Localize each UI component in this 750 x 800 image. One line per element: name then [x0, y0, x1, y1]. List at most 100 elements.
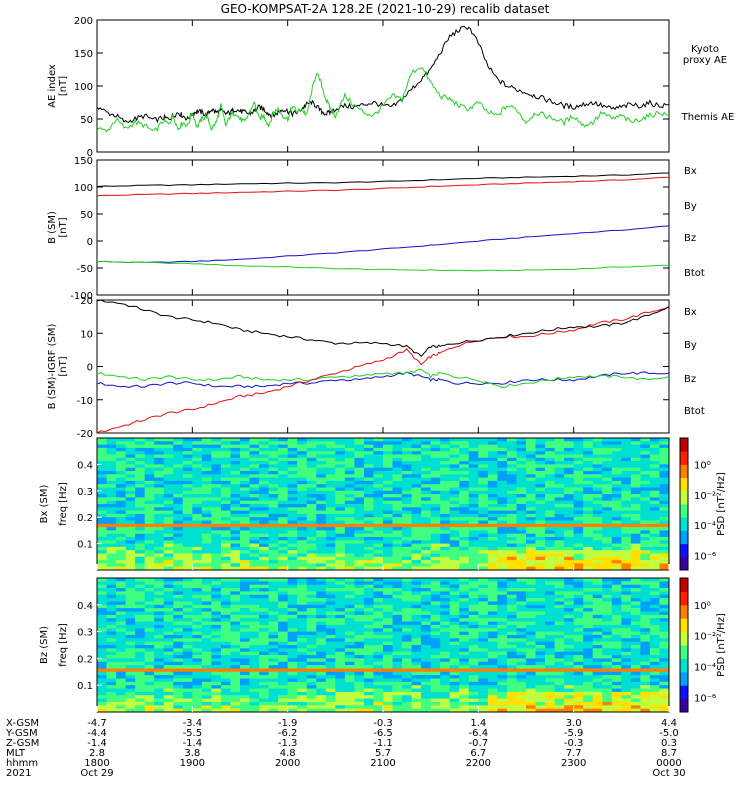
- spectrogram-cell: [363, 705, 374, 710]
- spectrogram-cell: [602, 651, 613, 656]
- spectrogram-cell: [611, 540, 622, 544]
- spectrogram-cell: [230, 438, 241, 442]
- spectrogram-cell: [430, 665, 441, 669]
- spectrogram-cell: [316, 648, 327, 653]
- spectrogram-cell: [506, 618, 517, 622]
- spectrogram-cell: [592, 474, 603, 478]
- spectrogram-cell: [306, 691, 317, 696]
- spectrogram-cell: [163, 441, 174, 445]
- spectrogram-cell: [106, 685, 117, 689]
- spectrogram-cell: [478, 500, 489, 505]
- spectrogram-cell: [182, 457, 193, 462]
- spectrogram-cell: [325, 527, 336, 531]
- spectrogram-cell: [611, 546, 622, 551]
- spectrogram-cell: [306, 517, 317, 521]
- spectrogram-cell: [440, 658, 451, 663]
- spectrogram-cell: [297, 628, 308, 632]
- spectrogram-cell: [363, 533, 374, 538]
- spectrogram-cell: [163, 665, 174, 669]
- spectrogram-cell: [535, 645, 546, 649]
- spectrogram-cell: [602, 671, 613, 676]
- spectrogram-cell: [97, 698, 107, 703]
- spectrogram-cell: [592, 553, 603, 558]
- spectrogram-cell: [402, 614, 412, 619]
- spectrogram-cell: [383, 513, 393, 518]
- spectrogram-cell: [564, 497, 575, 502]
- spectrogram-cell: [316, 598, 327, 602]
- spectrogram-cell: [182, 655, 193, 659]
- spectrogram-cell: [297, 510, 308, 515]
- spectrogram-cell: [354, 624, 365, 629]
- spectrogram-cell: [545, 708, 555, 713]
- spectrogram-cell: [325, 675, 336, 679]
- spectrogram-cell: [535, 507, 546, 511]
- spectrogram-cell: [487, 658, 498, 663]
- spectrogram-cell: [220, 494, 231, 498]
- spectrogram-cell: [373, 648, 384, 653]
- spectrogram-cell: [240, 438, 250, 442]
- spectrogram-cell: [592, 533, 603, 538]
- spectrogram-cell: [201, 621, 212, 626]
- spectrogram-cell: [526, 598, 536, 602]
- spectrogram-cell: [106, 438, 117, 442]
- spectrogram-cell: [201, 457, 212, 462]
- spectrogram-cell: [526, 661, 536, 666]
- spectrogram-cell: [640, 688, 651, 693]
- legend-bz: Bz: [684, 374, 696, 385]
- spectrogram-cell: [602, 594, 613, 599]
- spectrogram-cell: [573, 487, 584, 492]
- spectrogram-cell: [649, 457, 660, 462]
- spectrogram-cell: [487, 705, 498, 710]
- spectrogram-cell: [421, 655, 432, 659]
- spectrogram-cell: [125, 484, 136, 488]
- spectrogram-cell: [497, 490, 508, 495]
- spectrogram-cell: [259, 681, 269, 686]
- spectrogram-cell: [201, 624, 212, 629]
- spectrogram-cell: [659, 708, 670, 713]
- spectrogram-cell: [459, 480, 470, 485]
- y-tick-label: 20: [80, 296, 93, 307]
- spectrogram-cell: [268, 611, 279, 616]
- spectrogram-cell: [163, 648, 174, 653]
- spectrogram-cell: [402, 655, 412, 659]
- spectrogram-cell: [554, 480, 565, 485]
- spectrogram-cell: [268, 638, 279, 643]
- spectrogram-cell: [192, 668, 203, 673]
- spectrogram-cell: [440, 477, 451, 482]
- spectrogram-cell: [630, 454, 641, 459]
- spectrogram-cell: [487, 628, 498, 632]
- spectrogram-cell: [230, 533, 241, 538]
- spectrogram-cell: [459, 698, 470, 703]
- spectrogram-cell: [363, 471, 374, 475]
- spectrogram-cell: [449, 523, 460, 528]
- spectrogram-cell: [182, 546, 193, 551]
- spectrogram-cell: [449, 490, 460, 495]
- spectrogram-cell: [97, 624, 107, 629]
- spectrogram-cell: [497, 494, 508, 498]
- spectrogram-cell: [306, 523, 317, 528]
- spectrogram-cell: [116, 533, 126, 538]
- spectrogram-cell: [487, 591, 498, 596]
- spectrogram-cell: [287, 467, 298, 472]
- spectrogram-cell: [97, 484, 107, 488]
- spectrogram-cell: [97, 621, 107, 626]
- spectrogram-cell: [592, 645, 603, 649]
- spectrogram-cell: [554, 688, 565, 693]
- spectrogram-cell: [449, 584, 460, 589]
- spectrogram-cell: [268, 471, 279, 475]
- spectrogram-cell: [373, 675, 384, 679]
- spectrogram-cell: [526, 631, 536, 636]
- spectrogram-cell: [363, 641, 374, 646]
- spectrogram-cell: [220, 695, 231, 699]
- spectrogram-cell: [583, 661, 594, 666]
- spectrogram-cell: [173, 464, 184, 469]
- spectrogram-cell: [573, 655, 584, 659]
- spectrogram-cell: [402, 621, 412, 626]
- spectrogram-cell: [144, 520, 155, 525]
- spectrogram-cell: [411, 480, 422, 485]
- spectrogram-cell: [211, 537, 222, 541]
- spectrogram-cell: [125, 601, 136, 606]
- spectrogram-cell: [487, 441, 498, 445]
- spectrogram-cell: [201, 560, 212, 564]
- y-tick-label: 0: [87, 363, 93, 374]
